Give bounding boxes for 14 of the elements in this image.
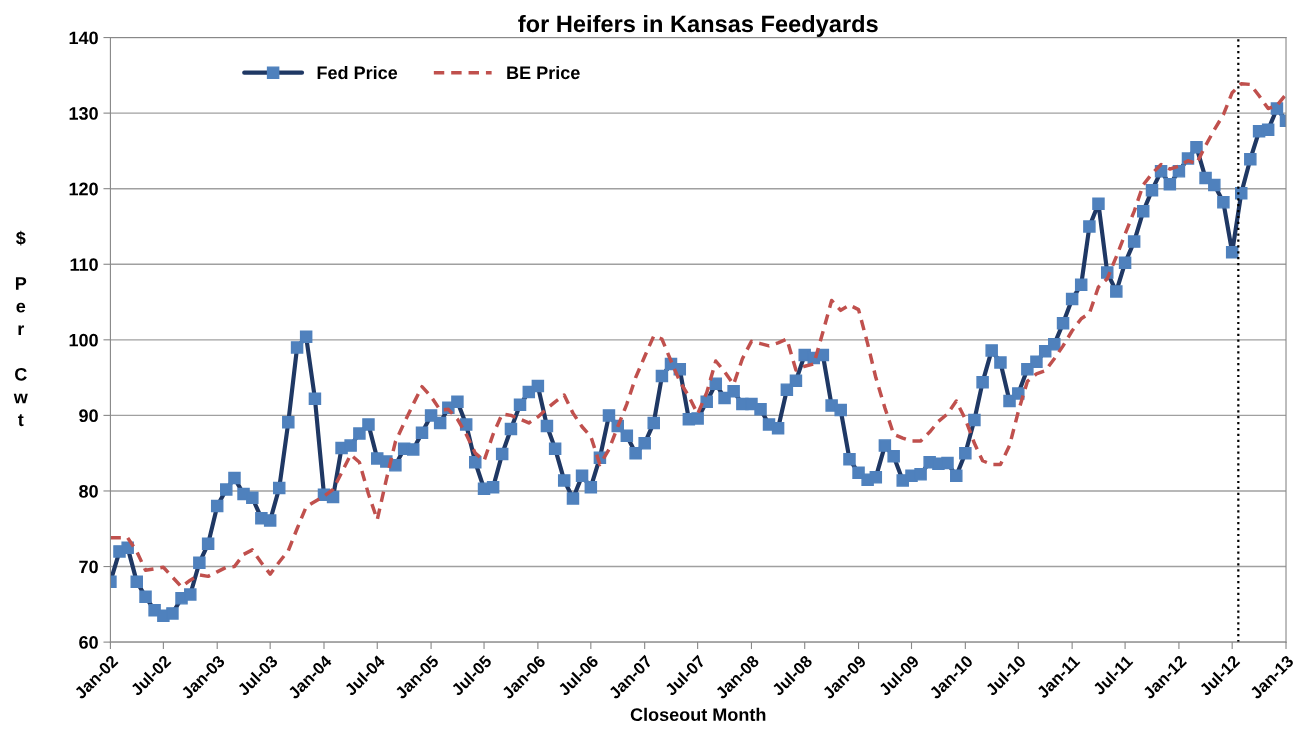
text: $ Per Cwt — [13, 230, 28, 427]
legend-label: BE Price — [507, 65, 580, 80]
y-tick-label: 80 — [79, 484, 98, 498]
y-tick-label: 60 — [79, 636, 98, 649]
x-axis-title: Closeout Month — [630, 707, 766, 722]
y-tick-label: 120 — [69, 182, 98, 196]
y-tick-label: 140 — [69, 31, 98, 45]
legend-label: Fed Price — [317, 65, 398, 80]
y-tick-label: 100 — [69, 333, 98, 347]
y-tick-label: 90 — [79, 409, 98, 423]
y-tick-label: 70 — [79, 560, 98, 574]
y-tick-label: 110 — [70, 258, 98, 271]
chart-title: for Heifers in Kansas Feedyards — [518, 14, 878, 37]
y-tick-label: 130 — [69, 107, 98, 120]
